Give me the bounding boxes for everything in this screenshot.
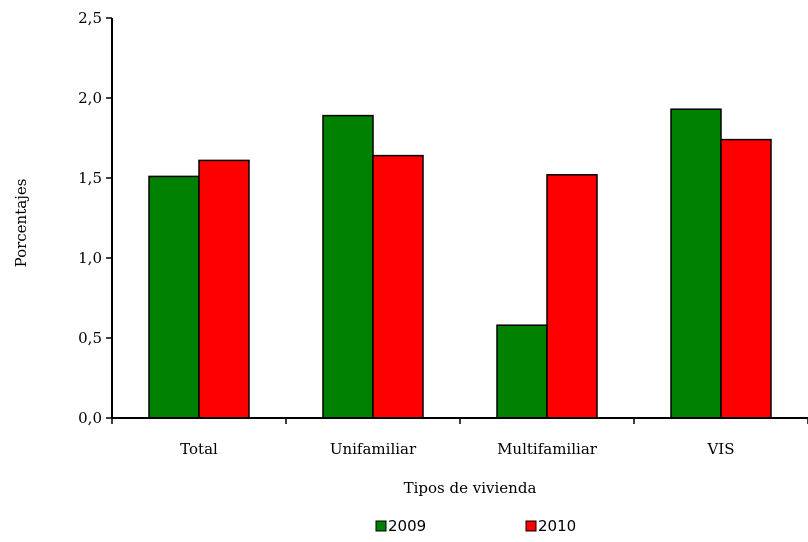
- bar-2010-unifamiliar: [372, 154, 424, 419]
- bar-2009-vis: [670, 108, 722, 419]
- y-tick-label: 0,5: [78, 329, 102, 347]
- y-axis-title: Porcentajes: [12, 179, 30, 268]
- bar-2010-total: [198, 159, 250, 419]
- bar-2009-unifamiliar: [322, 114, 374, 419]
- x-tick-label: Unifamiliar: [330, 440, 417, 458]
- legend-swatch-2009: [375, 520, 387, 532]
- x-tick-label: VIS: [706, 440, 734, 458]
- y-tick-label: 2,0: [78, 89, 102, 107]
- y-tick-label: 0,0: [78, 409, 102, 427]
- bar-2009-total: [148, 175, 200, 419]
- y-tick-label: 1,5: [78, 169, 102, 187]
- legend-swatch-2010: [525, 520, 537, 532]
- x-tick-label: Multifamiliar: [497, 440, 598, 458]
- y-tick-label: 1,0: [78, 249, 102, 267]
- legend-label-2009: 2009: [388, 517, 426, 535]
- y-axis-tick-labels: 0,0 0,5 1,0 1,5 2,0 2,5: [78, 9, 102, 427]
- x-axis-title: Tipos de vivienda: [404, 479, 537, 497]
- legend: 2009 2010: [375, 517, 576, 535]
- bar-2009-multifamiliar: [496, 324, 548, 419]
- y-tick-label: 2,5: [78, 9, 102, 27]
- legend-label-2010: 2010: [538, 517, 576, 535]
- bar-2010-multifamiliar: [546, 174, 598, 419]
- x-tick-label: Total: [180, 440, 218, 458]
- bar-group: [148, 108, 772, 419]
- bar-2010-vis: [720, 138, 772, 419]
- x-axis-tick-labels: Total Unifamiliar Multifamiliar VIS: [180, 440, 734, 458]
